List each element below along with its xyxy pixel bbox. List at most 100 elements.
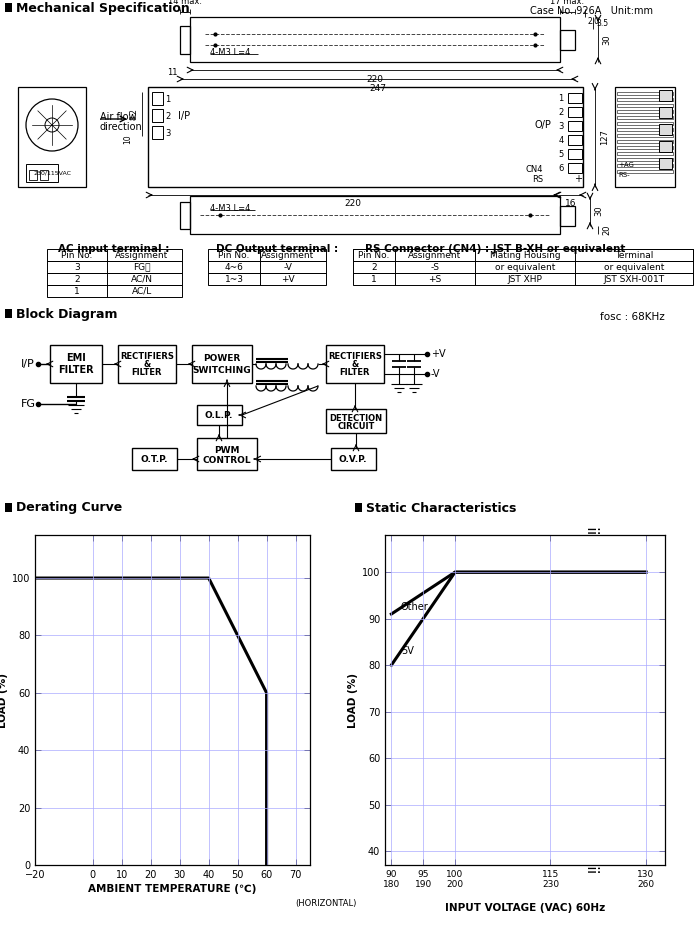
Bar xyxy=(617,110,673,113)
Bar xyxy=(617,104,673,107)
Text: Pin No.: Pin No. xyxy=(218,250,250,260)
Bar xyxy=(152,92,163,105)
Text: 30: 30 xyxy=(594,206,603,216)
Text: -V: -V xyxy=(431,369,440,379)
Text: +S: +S xyxy=(428,274,442,284)
Text: 220: 220 xyxy=(344,199,361,208)
Text: 3: 3 xyxy=(165,129,171,137)
Text: Mating Housing: Mating Housing xyxy=(490,250,560,260)
Bar xyxy=(659,158,672,169)
Text: &: & xyxy=(144,360,150,369)
Text: 3.5: 3.5 xyxy=(596,19,608,28)
Bar xyxy=(148,87,583,187)
Text: RS Connector (CN4) : JST B-XH or equivalent: RS Connector (CN4) : JST B-XH or equival… xyxy=(365,244,625,254)
Bar xyxy=(132,448,177,470)
Text: Assignment: Assignment xyxy=(408,250,461,260)
Text: AC input terminal :: AC input terminal : xyxy=(58,244,169,254)
Text: FILTER: FILTER xyxy=(132,367,162,376)
Text: DC Output terminal :: DC Output terminal : xyxy=(216,244,338,254)
Text: Derating Curve: Derating Curve xyxy=(16,502,122,514)
Text: RECTIFIERS: RECTIFIERS xyxy=(120,351,174,361)
Bar xyxy=(353,249,693,261)
Bar xyxy=(617,98,673,101)
Text: 8.2: 8.2 xyxy=(130,108,139,120)
Text: 5: 5 xyxy=(559,149,564,159)
Bar xyxy=(26,164,58,182)
Bar xyxy=(617,146,673,149)
Text: Other: Other xyxy=(401,602,428,612)
Bar xyxy=(208,249,326,261)
X-axis label: AMBIENT TEMPERATURE (℃): AMBIENT TEMPERATURE (℃) xyxy=(88,884,257,894)
Bar xyxy=(659,107,672,118)
Bar xyxy=(208,261,326,273)
Bar xyxy=(47,273,182,285)
Text: 10: 10 xyxy=(123,134,132,144)
Bar xyxy=(617,152,673,155)
Bar xyxy=(617,122,673,125)
Text: O.L.P.: O.L.P. xyxy=(205,411,233,420)
Bar xyxy=(617,116,673,119)
Text: ‼: ‼ xyxy=(587,865,603,872)
Text: JST SXH-001T: JST SXH-001T xyxy=(603,274,664,284)
Text: FG: FG xyxy=(20,399,36,409)
Bar xyxy=(560,30,575,50)
Text: or equivalent: or equivalent xyxy=(495,262,555,272)
Text: DETECTION: DETECTION xyxy=(330,413,383,423)
Bar xyxy=(659,124,672,135)
Text: 14 max.: 14 max. xyxy=(168,0,202,6)
Text: +V: +V xyxy=(431,349,446,359)
Text: Air flow: Air flow xyxy=(100,112,136,122)
Bar xyxy=(568,107,582,117)
Text: 5V: 5V xyxy=(401,646,414,656)
Bar xyxy=(326,345,384,383)
Text: 4~6: 4~6 xyxy=(225,262,244,272)
Text: +: + xyxy=(574,174,582,184)
Bar xyxy=(40,170,48,180)
Bar xyxy=(560,206,575,226)
Bar xyxy=(568,121,582,131)
Text: 1~3: 1~3 xyxy=(225,274,244,284)
Text: direction: direction xyxy=(100,122,143,132)
Bar xyxy=(47,261,182,273)
Text: 3: 3 xyxy=(74,262,80,272)
Text: AC/L: AC/L xyxy=(132,286,152,296)
Text: O.V.P.: O.V.P. xyxy=(339,454,368,464)
Text: 4-M3 L=4: 4-M3 L=4 xyxy=(210,204,251,212)
Bar xyxy=(659,141,672,152)
Bar xyxy=(47,285,182,297)
Text: 17 max.: 17 max. xyxy=(550,0,584,6)
Text: 1: 1 xyxy=(165,95,171,104)
Text: 11: 11 xyxy=(167,68,178,77)
Bar xyxy=(617,92,673,95)
Text: EMI: EMI xyxy=(66,353,86,363)
Bar xyxy=(197,438,257,470)
X-axis label: INPUT VOLTAGE (VAC) 60Hz: INPUT VOLTAGE (VAC) 60Hz xyxy=(445,903,605,913)
Bar xyxy=(5,309,12,318)
Text: +AG: +AG xyxy=(618,162,634,168)
Bar xyxy=(353,273,693,285)
Text: Terminal: Terminal xyxy=(615,250,653,260)
Text: FILTER: FILTER xyxy=(58,365,94,375)
Bar xyxy=(617,128,673,131)
Text: Pin No.: Pin No. xyxy=(358,250,390,260)
Text: Mechanical Specification: Mechanical Specification xyxy=(16,2,190,15)
Bar xyxy=(617,158,673,161)
Bar xyxy=(331,448,376,470)
Text: Assignment: Assignment xyxy=(261,250,314,260)
Text: -V: -V xyxy=(284,262,293,272)
Text: CIRCUIT: CIRCUIT xyxy=(337,422,374,430)
Text: 2: 2 xyxy=(165,111,171,121)
Bar xyxy=(568,163,582,173)
Text: RECTIFIERS: RECTIFIERS xyxy=(328,351,382,361)
Bar xyxy=(568,149,582,159)
Text: 4-M3 L=4: 4-M3 L=4 xyxy=(210,47,251,57)
Text: FILTER: FILTER xyxy=(340,367,370,376)
Text: 127: 127 xyxy=(600,129,609,145)
Bar xyxy=(152,109,163,122)
Text: 247: 247 xyxy=(369,84,386,93)
Bar xyxy=(18,87,86,187)
Bar xyxy=(197,405,242,425)
Bar xyxy=(355,503,362,512)
Text: RS-: RS- xyxy=(618,172,629,178)
Text: 3: 3 xyxy=(559,121,564,131)
